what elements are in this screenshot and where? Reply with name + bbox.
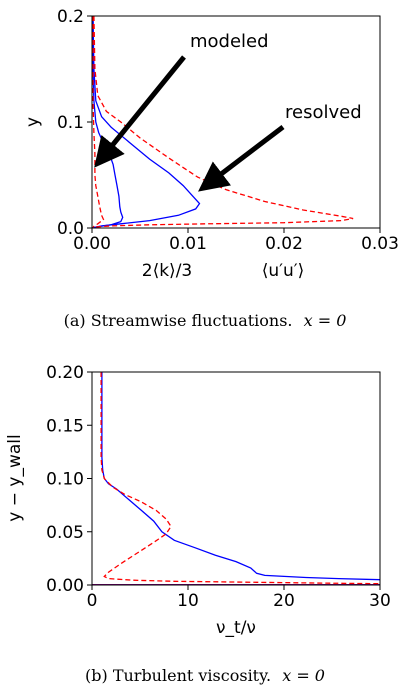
chart-a-xlabel-left: 2⟨k⟩/3 bbox=[142, 261, 192, 281]
annotation-resolved: resolved bbox=[198, 102, 362, 192]
chart-b-xtick-label: 20 bbox=[273, 591, 295, 611]
chart-a-xlabel-right: ⟨u′u′⟩ bbox=[262, 261, 305, 281]
chart-a-ytick-label: 0.1 bbox=[57, 113, 84, 133]
chart-a-xtick-label: 0.03 bbox=[361, 234, 399, 254]
chart-a-series-3 bbox=[92, 16, 105, 228]
chart-a-caption-math: x = 0 bbox=[304, 311, 347, 330]
chart-b-ytick-label: 0.10 bbox=[46, 470, 84, 490]
chart-a-series-2 bbox=[91, 15, 354, 229]
annotation-modeled-arrow bbox=[94, 55, 186, 168]
chart-b-xlabel: ν_t/ν bbox=[216, 618, 256, 638]
annotation-modeled: modeled bbox=[94, 31, 269, 168]
chart-a-caption: (a) Streamwise fluctuations. x = 0 bbox=[64, 311, 347, 330]
chart-b-series-1 bbox=[100, 372, 381, 585]
chart-a-xtick-label: 0.00 bbox=[73, 234, 111, 254]
chart-b-ytick-label: 0.05 bbox=[46, 523, 84, 543]
chart-a-ytick-label: 0.2 bbox=[57, 7, 84, 27]
chart-a-xtick-label: 0.02 bbox=[265, 234, 303, 254]
chart-b-xtick-label: 0 bbox=[87, 591, 98, 611]
chart-a-ytick-label: 0.0 bbox=[57, 219, 84, 239]
chart-b-caption-math: x = 0 bbox=[282, 666, 325, 685]
annotation-modeled-label: modeled bbox=[190, 31, 269, 52]
chart-b-ytick-label: 0.00 bbox=[46, 576, 84, 596]
chart-b-ytick-label: 0.15 bbox=[46, 416, 84, 436]
chart-b-caption-text: (b) Turbulent viscosity. bbox=[85, 666, 271, 685]
annotation-resolved-arrow bbox=[198, 125, 285, 192]
chart-b-caption: (b) Turbulent viscosity. x = 0 bbox=[85, 666, 325, 685]
chart-b: 0 10 20 30 0.00 0.05 0.10 0.15 0.20 y − y_wall ν… bbox=[5, 363, 391, 685]
chart-a-series-1 bbox=[91, 15, 201, 229]
chart-a-series-0 bbox=[91, 16, 124, 229]
svg-text:(a) Streamwise fluctuations.: (a) Streamwise fluctuations. x = 0 bbox=[64, 311, 347, 330]
chart-a-xtick-label: 0.01 bbox=[169, 234, 207, 254]
chart-a-ylabel: y bbox=[23, 117, 43, 127]
chart-b-xtick-label: 10 bbox=[177, 591, 199, 611]
chart-b-frame bbox=[91, 371, 381, 586]
chart-b-series-0 bbox=[101, 372, 381, 581]
chart-a: 0.00 0.01 0.02 0.03 0.0 0.1 0.2 y 2⟨k⟩/3 ⟨u′u′… bbox=[23, 7, 399, 330]
chart-a-caption-text: (a) Streamwise fluctuations. bbox=[64, 311, 293, 330]
chart-b-ylabel: y − y_wall bbox=[5, 434, 25, 521]
annotation-resolved-label: resolved bbox=[285, 102, 362, 123]
chart-b-ytick-label: 0.20 bbox=[46, 363, 84, 383]
chart-b-xtick-label: 30 bbox=[369, 591, 391, 611]
svg-text:(b) Turbulent viscosity.: (b) Turbulent viscosity. x = 0 bbox=[85, 666, 325, 685]
